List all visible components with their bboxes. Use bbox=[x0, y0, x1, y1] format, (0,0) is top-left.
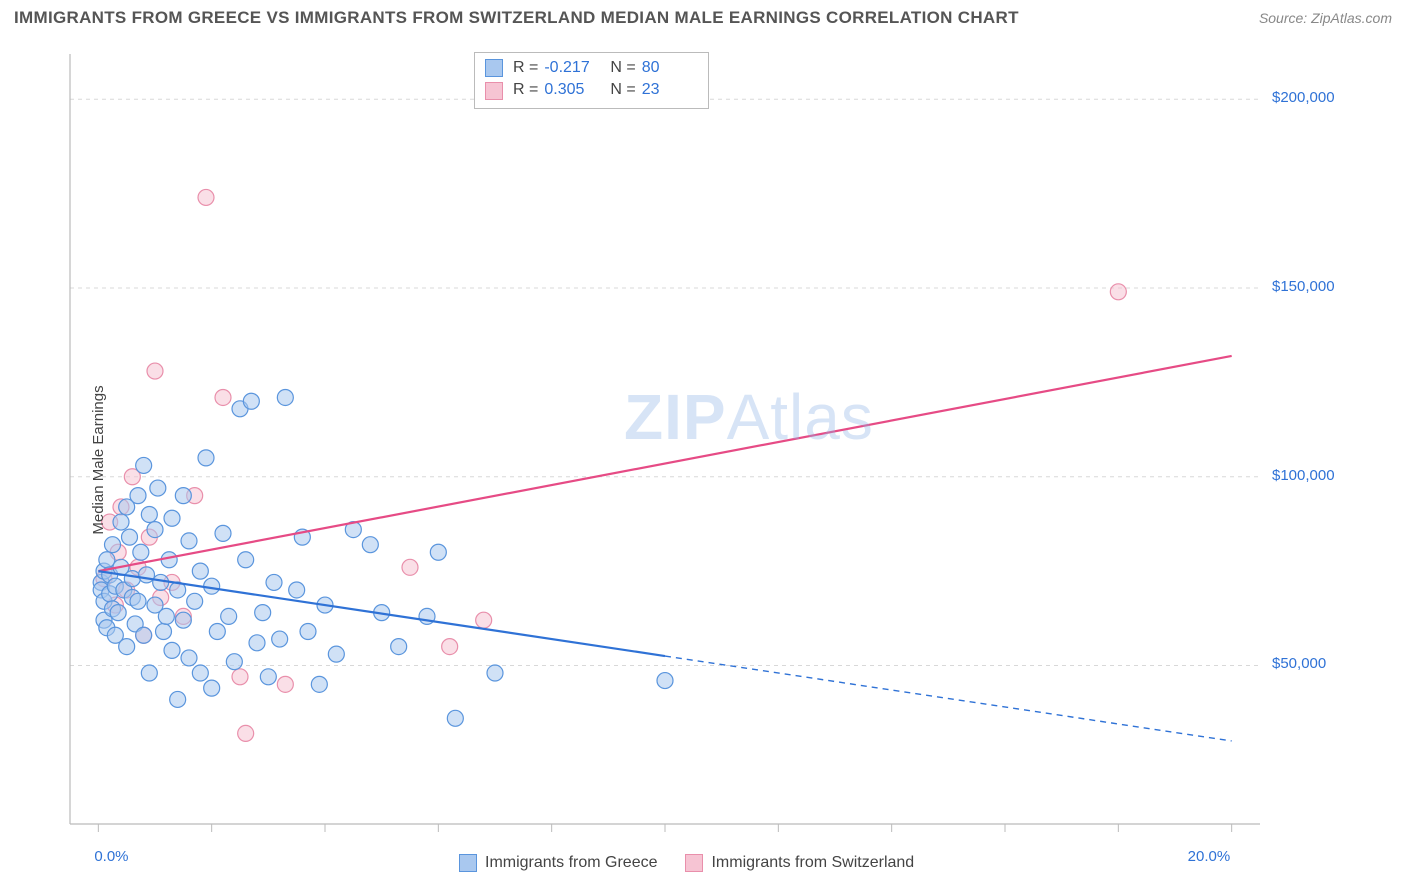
n-label: N = bbox=[610, 57, 635, 79]
y-tick-label: $100,000 bbox=[1272, 467, 1335, 484]
scatter-plot bbox=[14, 40, 1390, 880]
stats-row-series2: R = 0.305 N = 23 bbox=[485, 79, 698, 101]
chart-title: IMMIGRANTS FROM GREECE VS IMMIGRANTS FRO… bbox=[14, 8, 1019, 28]
legend-item-series2: Immigrants from Switzerland bbox=[685, 854, 914, 872]
x-tick-label: 20.0% bbox=[1188, 848, 1231, 865]
r-label: R = bbox=[513, 57, 538, 79]
swatch-series1 bbox=[485, 59, 503, 77]
series1-name: Immigrants from Greece bbox=[485, 854, 657, 872]
legend-item-series1: Immigrants from Greece bbox=[459, 854, 657, 872]
stats-legend: R = -0.217 N = 80 R = 0.305 N = 23 bbox=[474, 52, 709, 109]
source-name: ZipAtlas.com bbox=[1311, 10, 1392, 26]
source-attribution: Source: ZipAtlas.com bbox=[1259, 10, 1392, 26]
swatch-series2 bbox=[485, 82, 503, 100]
series2-name: Immigrants from Switzerland bbox=[711, 854, 914, 872]
y-axis-label: Median Male Earnings bbox=[90, 385, 107, 534]
y-tick-label: $150,000 bbox=[1272, 278, 1335, 295]
n-value-series1: 80 bbox=[642, 57, 698, 79]
x-tick-label: 0.0% bbox=[94, 848, 128, 865]
n-value-series2: 23 bbox=[642, 79, 698, 101]
swatch-series1 bbox=[459, 854, 477, 872]
swatch-series2 bbox=[685, 854, 703, 872]
source-prefix: Source: bbox=[1259, 10, 1311, 26]
r-label: R = bbox=[513, 79, 538, 101]
series-legend: Immigrants from Greece Immigrants from S… bbox=[459, 854, 914, 872]
y-tick-label: $200,000 bbox=[1272, 89, 1335, 106]
n-label: N = bbox=[610, 79, 635, 101]
r-value-series2: 0.305 bbox=[544, 79, 600, 101]
stats-row-series1: R = -0.217 N = 80 bbox=[485, 57, 698, 79]
y-tick-label: $50,000 bbox=[1272, 655, 1326, 672]
r-value-series1: -0.217 bbox=[544, 57, 600, 79]
title-bar: IMMIGRANTS FROM GREECE VS IMMIGRANTS FRO… bbox=[0, 0, 1406, 32]
chart-container: Median Male Earnings ZIPAtlas R = -0.217… bbox=[14, 40, 1392, 880]
